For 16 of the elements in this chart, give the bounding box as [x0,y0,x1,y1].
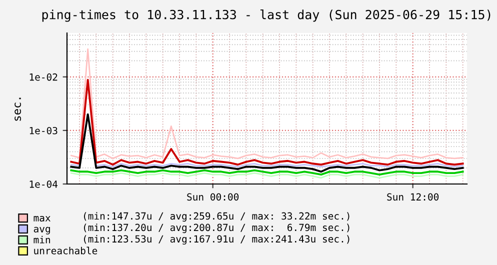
x-tick-label: Sun 12:00 [387,193,439,201]
y-axis-title: sec. [14,98,21,121]
legend-label: max [34,216,50,222]
chart-title: ping-times to 10.33.11.133 - last day (Sun 2025-06-29 15:15) [42,10,490,22]
x-tick-label: Sun 00:00 [187,193,239,201]
text: (min:137.20u / avg:200.87u / max: 6.79m sec.) [84,224,350,234]
y-tick-label: 1e-03 [30,126,58,134]
legend-label: unreachable [34,246,98,254]
text: (min:123.53u / avg:167.91u / max:241.43u sec.) [84,235,350,245]
line-series [70,78,464,166]
y-tick-label: 1e-02 [30,73,58,81]
legend-label: avg [34,226,50,234]
legend-label: min [34,236,50,244]
line-series [70,48,464,160]
y-tick-label: 1e-04 [30,180,58,188]
text: (min:147.37u / avg:259.65u / max: 33.22m sec.) [84,212,350,222]
